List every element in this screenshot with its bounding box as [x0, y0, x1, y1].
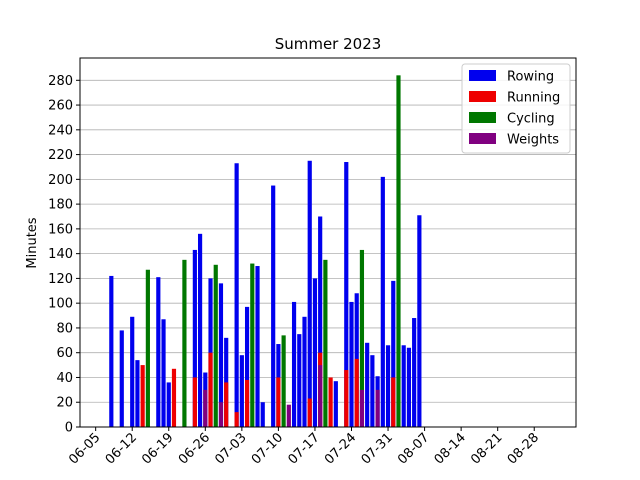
- bar-rowing: [349, 301, 354, 427]
- bar-rowing: [271, 185, 276, 427]
- bar-cycling: [213, 264, 218, 427]
- y-tick-label: 240: [48, 123, 73, 138]
- bar-rowing: [370, 355, 375, 427]
- y-tick-label: 0: [65, 421, 73, 436]
- y-tick-label: 120: [48, 272, 73, 287]
- bar-rowing: [119, 330, 124, 427]
- legend-label-rowing: Rowing: [507, 70, 554, 85]
- bar-weights: [359, 389, 365, 427]
- bar-rowing: [333, 381, 338, 427]
- y-tick-label: 20: [56, 396, 73, 411]
- legend-label-weights: Weights: [507, 133, 559, 148]
- bar-running: [391, 377, 396, 427]
- bar-rowing: [412, 318, 417, 427]
- bar-rowing: [312, 278, 318, 427]
- bar-running: [276, 377, 281, 427]
- y-tick-label: 200: [48, 173, 73, 188]
- y-tick-label: 220: [48, 148, 73, 163]
- bar-rowing: [130, 316, 135, 427]
- bars: [109, 75, 422, 428]
- bar-rowing: [385, 345, 391, 427]
- bar-rowing: [255, 266, 260, 427]
- bar-cycling: [250, 263, 255, 427]
- bar-rowing: [297, 334, 302, 427]
- bar-cycling: [182, 259, 187, 427]
- legend-label-running: Running: [507, 91, 560, 106]
- bar-running: [307, 398, 312, 427]
- y-tick-label: 160: [48, 222, 73, 237]
- legend-box: [461, 63, 571, 154]
- bar-rowing: [156, 277, 161, 427]
- bar-rowing: [391, 280, 396, 427]
- y-tick-label: 280: [48, 74, 73, 89]
- bar-rowing: [417, 215, 422, 427]
- y-axis: 0 20 40 60 80 100 120 140 160 180 200 220 240 260 280: [48, 74, 80, 436]
- bar-running: [140, 365, 145, 427]
- bar-rowing: [166, 382, 171, 427]
- legend: Rowing Running Cycling Weights: [461, 63, 571, 154]
- y-tick-label: 40: [56, 371, 73, 386]
- y-tick-label: 100: [48, 297, 73, 312]
- bar-rowing: [401, 345, 406, 427]
- bar-running: [328, 377, 333, 427]
- series-weights: [203, 365, 380, 427]
- bar-rowing: [380, 176, 385, 427]
- bar-rowing: [406, 347, 412, 427]
- legend-swatch-weights: [469, 133, 496, 144]
- bar-running: [208, 352, 213, 427]
- bar-rowing: [344, 162, 349, 427]
- bar-cycling: [359, 249, 365, 427]
- bar-rowing: [244, 306, 250, 427]
- bar-weights: [318, 365, 323, 427]
- bar-weights: [218, 402, 224, 427]
- bar-running: [234, 412, 239, 427]
- bar-rowing: [197, 233, 203, 427]
- bar-running: [354, 358, 359, 427]
- legend-swatch-rowing: [469, 70, 496, 81]
- y-tick-label: 140: [48, 247, 73, 262]
- bar-rowing: [109, 275, 114, 427]
- legend-swatch-running: [469, 91, 496, 102]
- bar-cycling: [145, 269, 150, 427]
- bar-rowing: [307, 160, 312, 428]
- bar-running: [192, 377, 197, 427]
- legend-swatch-cycling: [469, 112, 496, 123]
- legend-label-cycling: Cycling: [507, 112, 555, 127]
- bar-rowing: [291, 301, 297, 427]
- y-tick-label: 180: [48, 198, 73, 213]
- y-axis-label: Minutes: [25, 217, 40, 268]
- series-cycling: [145, 75, 401, 427]
- bar-rowing: [318, 216, 323, 427]
- bar-running: [171, 368, 177, 427]
- plot-frame: [79, 57, 577, 428]
- bar-running: [224, 382, 229, 427]
- bar-rowing: [218, 283, 224, 427]
- y-tick-label: 60: [56, 346, 73, 361]
- bar-cycling: [281, 335, 286, 427]
- bar-weights: [375, 389, 380, 427]
- bar-cycling: [396, 75, 401, 427]
- bar-weights: [286, 404, 291, 427]
- bar-rowing: [365, 342, 370, 427]
- bar-rowing: [135, 360, 140, 427]
- bar-weights: [203, 389, 208, 427]
- bar-rowing: [260, 402, 265, 427]
- y-tick-label: 80: [56, 321, 73, 336]
- bar-rowing: [239, 355, 244, 427]
- bar-running: [344, 370, 349, 427]
- bar-rowing: [302, 316, 307, 427]
- bar-cycling: [323, 259, 328, 427]
- bar-running: [244, 379, 250, 427]
- chart-title: Summer 2023: [275, 35, 382, 53]
- bar-rowing: [161, 319, 166, 427]
- bar-rowing: [234, 163, 239, 427]
- y-tick-label: 260: [48, 99, 73, 114]
- bar-rowing: [192, 249, 197, 427]
